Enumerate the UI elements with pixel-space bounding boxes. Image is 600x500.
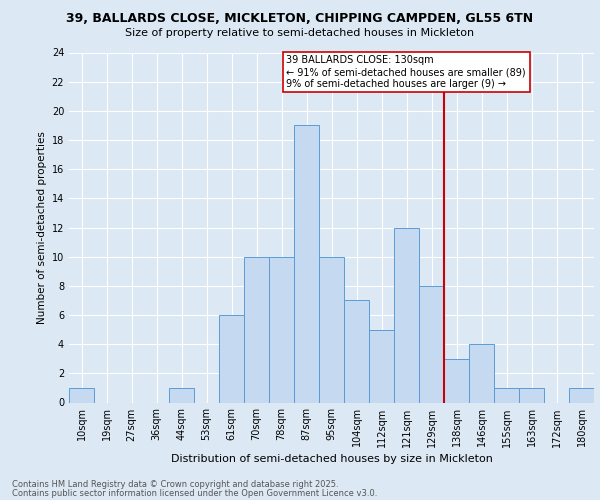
- Text: Size of property relative to semi-detached houses in Mickleton: Size of property relative to semi-detach…: [125, 28, 475, 38]
- Bar: [294, 126, 319, 402]
- Bar: [519, 388, 544, 402]
- Bar: [394, 228, 419, 402]
- Bar: [369, 330, 394, 402]
- Bar: [169, 388, 194, 402]
- Text: Contains HM Land Registry data © Crown copyright and database right 2025.: Contains HM Land Registry data © Crown c…: [12, 480, 338, 489]
- Bar: [419, 286, 444, 403]
- Bar: [244, 256, 269, 402]
- Bar: [219, 315, 244, 402]
- Bar: [319, 256, 344, 402]
- Bar: [569, 388, 594, 402]
- Bar: [269, 256, 294, 402]
- Text: Contains public sector information licensed under the Open Government Licence v3: Contains public sector information licen…: [12, 489, 377, 498]
- Text: 39 BALLARDS CLOSE: 130sqm
← 91% of semi-detached houses are smaller (89)
9% of s: 39 BALLARDS CLOSE: 130sqm ← 91% of semi-…: [287, 56, 526, 88]
- X-axis label: Distribution of semi-detached houses by size in Mickleton: Distribution of semi-detached houses by …: [170, 454, 493, 464]
- Bar: [469, 344, 494, 403]
- Bar: [494, 388, 519, 402]
- Y-axis label: Number of semi-detached properties: Number of semi-detached properties: [37, 131, 47, 324]
- Bar: [69, 388, 94, 402]
- Bar: [344, 300, 369, 402]
- Text: 39, BALLARDS CLOSE, MICKLETON, CHIPPING CAMPDEN, GL55 6TN: 39, BALLARDS CLOSE, MICKLETON, CHIPPING …: [67, 12, 533, 26]
- Bar: [444, 359, 469, 403]
